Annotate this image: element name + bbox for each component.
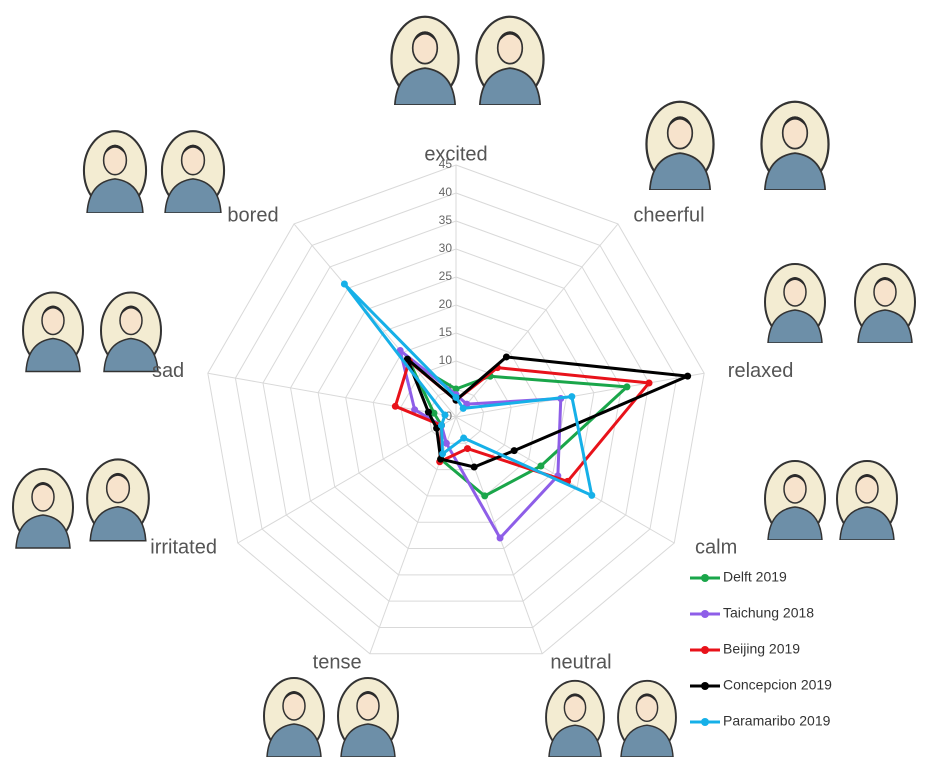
r-tick-label: 45 <box>439 157 453 171</box>
data-point <box>496 534 504 542</box>
data-point <box>510 447 518 455</box>
figure-icon <box>545 679 605 757</box>
figure-icon <box>21 291 85 373</box>
grid-line <box>262 220 650 602</box>
figure-icon <box>390 15 460 105</box>
axis-spoke <box>293 223 457 418</box>
figure-icon <box>336 676 400 757</box>
r-tick-label: 40 <box>439 185 453 199</box>
legend-marker <box>701 646 709 654</box>
legend-label: Concepcion 2019 <box>723 677 832 693</box>
data-point <box>442 439 450 447</box>
grid-line <box>345 304 567 523</box>
data-point <box>684 372 692 380</box>
figure-icon <box>617 679 677 757</box>
grid-line <box>207 164 705 655</box>
data-point <box>568 393 576 401</box>
r-tick-label: 35 <box>439 213 453 227</box>
legend-label: Delft 2019 <box>723 569 787 585</box>
grid-line <box>317 276 595 550</box>
data-point <box>645 379 653 387</box>
figure-icon <box>160 130 226 213</box>
data-point <box>481 492 489 500</box>
grid-line <box>234 192 678 628</box>
figure-icon <box>11 467 75 550</box>
data-point <box>437 455 445 463</box>
data-point <box>430 409 438 417</box>
legend-marker <box>701 682 709 690</box>
r-tick-label: 0 <box>445 409 452 423</box>
figure-icon <box>645 100 715 190</box>
legend-marker <box>701 574 709 582</box>
category-label: tense <box>313 651 362 673</box>
axis-spoke <box>237 416 457 544</box>
figure-icon <box>262 676 326 757</box>
figure-icon <box>475 15 545 105</box>
r-tick-label: 25 <box>439 269 453 283</box>
axis-spoke <box>455 372 705 418</box>
category-label: sad <box>152 360 184 382</box>
series-line <box>398 349 563 540</box>
category-label: calm <box>695 536 737 558</box>
axis-spoke <box>455 223 619 418</box>
legend-label: Paramaribo 2019 <box>723 713 831 729</box>
category-label: excited <box>424 143 487 165</box>
data-point <box>441 411 449 419</box>
figure-icon <box>853 262 917 343</box>
category-label: irritated <box>150 536 217 558</box>
legend-marker <box>701 718 709 726</box>
data-point <box>502 353 510 361</box>
figure-icon <box>763 262 827 343</box>
category-label: neutral <box>550 651 611 673</box>
legend-marker <box>701 610 709 618</box>
data-point <box>452 393 460 401</box>
figure-icon <box>86 458 150 542</box>
series-line <box>405 355 690 469</box>
data-point <box>439 450 447 458</box>
figure-icon <box>836 460 898 540</box>
data-point <box>460 434 468 442</box>
grid-line <box>290 248 622 576</box>
data-point <box>623 383 631 391</box>
legend-label: Taichung 2018 <box>723 605 814 621</box>
data-point <box>424 408 432 416</box>
data-point <box>588 491 596 499</box>
figure-icon <box>82 130 148 213</box>
data-point <box>403 355 411 363</box>
data-point <box>459 404 467 412</box>
data-point <box>470 463 478 471</box>
data-point <box>452 385 460 393</box>
data-point <box>391 402 399 410</box>
data-point <box>437 421 445 429</box>
data-point <box>463 445 471 453</box>
category-label: bored <box>227 205 278 227</box>
r-tick-label: 15 <box>439 325 453 339</box>
category-label: cheerful <box>633 205 704 227</box>
data-point <box>340 280 348 288</box>
r-tick-label: 10 <box>439 353 453 367</box>
series-line <box>407 359 629 498</box>
series-line <box>393 359 651 483</box>
figure-icon <box>760 100 830 190</box>
data-point <box>537 462 545 470</box>
category-label: relaxed <box>728 360 794 382</box>
r-tick-label: 30 <box>439 241 453 255</box>
figure-icon <box>764 460 826 540</box>
legend-label: Beijing 2019 <box>723 641 800 657</box>
r-tick-label: 20 <box>439 297 453 311</box>
series-line <box>342 282 594 497</box>
data-point <box>411 406 419 414</box>
